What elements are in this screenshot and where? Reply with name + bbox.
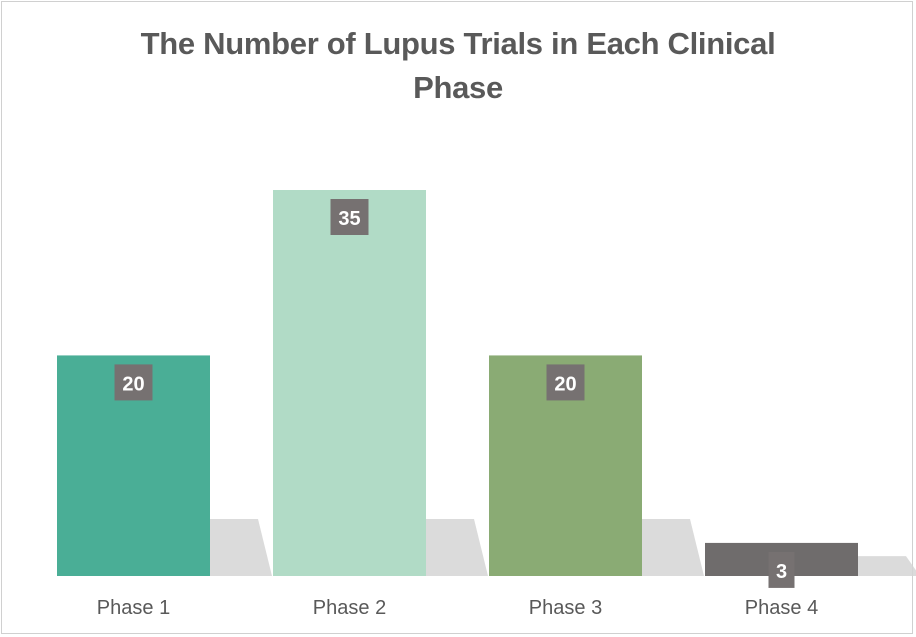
category-axis: Phase 1 Phase 2 Phase 3 Phase 4 bbox=[97, 597, 818, 619]
data-label-phase-2: 35 bbox=[338, 208, 360, 230]
chart-title-line-2: Phase bbox=[413, 70, 503, 105]
category-label-phase-3: Phase 3 bbox=[529, 597, 602, 619]
data-label-box-phase-1 bbox=[114, 364, 153, 401]
category-label-phase-1: Phase 1 bbox=[97, 597, 170, 619]
category-label-phase-4: Phase 4 bbox=[745, 597, 818, 619]
data-label-box-phase-2 bbox=[330, 199, 369, 235]
data-labels: 20 35 20 3 bbox=[114, 199, 795, 588]
data-label-phase-3: 20 bbox=[554, 373, 576, 395]
data-label-phase-4: 3 bbox=[776, 561, 787, 583]
chart-title-line-1: The Number of Lupus Trials in Each Clini… bbox=[140, 26, 776, 61]
data-label-phase-1: 20 bbox=[122, 373, 144, 395]
chart-title: The Number of Lupus Trials in Each Clini… bbox=[0, 22, 916, 110]
data-label-box-phase-3 bbox=[546, 364, 585, 401]
bar-phase-2 bbox=[273, 190, 426, 576]
category-label-phase-2: Phase 2 bbox=[313, 597, 386, 619]
data-label-box-phase-4 bbox=[768, 551, 795, 588]
bars bbox=[57, 190, 858, 576]
